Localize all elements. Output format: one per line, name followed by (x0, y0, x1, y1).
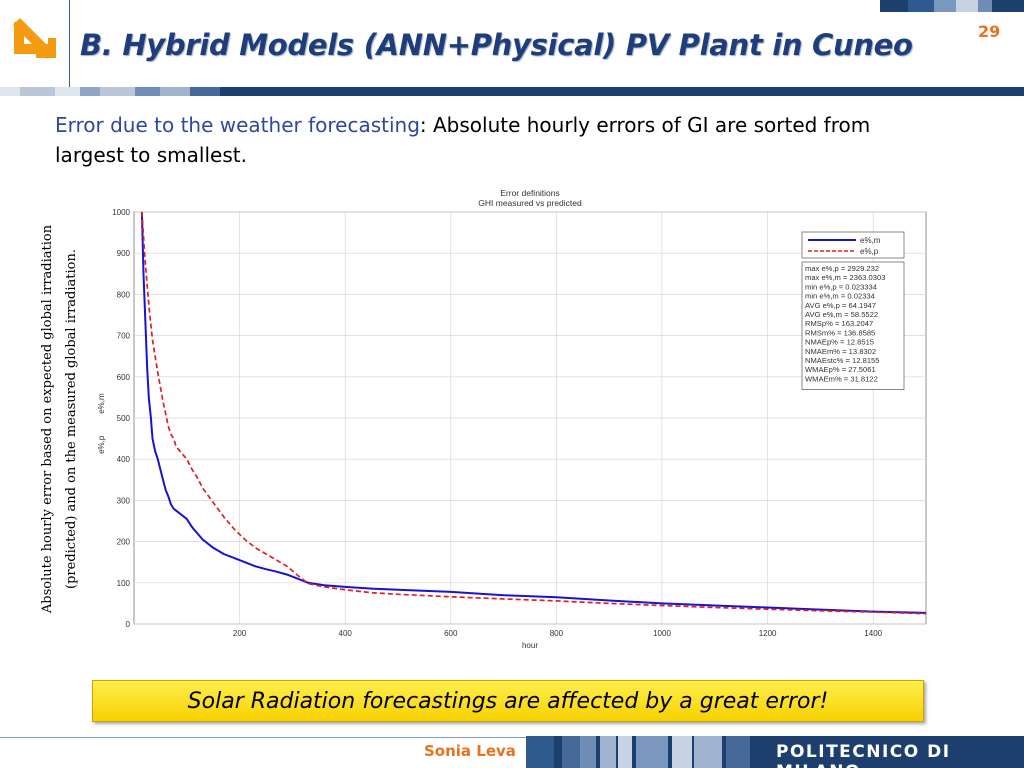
stats-line: max e%,m = 2363.0303 (805, 273, 885, 282)
chart-subtitle: GHI measured vs predicted (478, 198, 582, 208)
chart-title: Error definitions (500, 188, 560, 198)
x-tick-label: 1400 (864, 629, 882, 638)
university-name: POLITECNICO DI MILANO (776, 742, 951, 768)
x-tick-label: 600 (444, 629, 458, 638)
x-tick-label: 400 (339, 629, 353, 638)
footer-line (0, 737, 530, 738)
stats-line: RMSp% = 163.2047 (805, 319, 873, 328)
y-tick-label: 500 (117, 414, 131, 423)
page-number: 29 (978, 22, 1001, 41)
y-tick-label: 1000 (112, 208, 130, 217)
error-chart: 200 400 600 800 1000 1200 1400 0 100 200 300 400 500… (97, 188, 927, 650)
y-tick-label: 300 (117, 496, 131, 505)
x-tick-label: 1000 (653, 629, 671, 638)
y-tick-label: 100 (117, 579, 131, 588)
lead-paragraph: Error due to the weather forecasting: Ab… (55, 110, 935, 170)
y-tick-label: 900 (117, 249, 131, 258)
x-tick-label: 200 (233, 629, 247, 638)
stats-line: NMAEp% = 12.8515 (805, 338, 874, 347)
y-axis-label-m: e%,m (97, 393, 106, 414)
legend-label: e%,m (860, 236, 881, 245)
stats-line: NMAEstc% = 12.8155 (805, 356, 880, 365)
legend-box (801, 231, 905, 259)
stats-line: AVG e%,m = 58.5522 (805, 310, 878, 319)
stats-line: max e%,p = 2929.232 (805, 264, 879, 273)
stats-line: AVG e%,p = 64.1947 (805, 301, 876, 310)
x-tick-label: 1200 (759, 629, 777, 638)
stats-line: WMAEm% = 31.8122 (805, 374, 878, 383)
header-divider (69, 0, 70, 88)
x-axis-label: hour (522, 641, 538, 650)
stats-line: WMAEp% = 27.5061 (805, 365, 876, 374)
series-line-p (141, 211, 927, 615)
stats-line: min e%,p = 0.023334 (805, 282, 877, 291)
stats-box (801, 261, 905, 390)
y-tick-label: 800 (117, 290, 131, 299)
y-axis-label-p: e%,p (97, 435, 106, 454)
stats-line: RMSm% = 136.8585 (805, 328, 875, 337)
lead-highlight: Error due to the weather forecasting (55, 113, 420, 137)
x-tick-label: 800 (550, 629, 564, 638)
footer-band (526, 736, 1024, 768)
y-tick-label: 600 (117, 373, 131, 382)
y-tick-label: 700 (117, 332, 131, 341)
y-tick-label: 0 (126, 620, 131, 629)
stats-line: min e%,m = 0.02334 (805, 292, 875, 301)
y-tick-label: 400 (117, 455, 131, 464)
author-name: Sonia Leva (424, 742, 516, 760)
header-bar (0, 87, 1024, 96)
legend-label: e%,p (860, 247, 879, 256)
lead-text: : Absolute hourly errors of GI are sorte… (55, 113, 871, 167)
header-stripes (880, 0, 1024, 12)
stats-line: NMAEm% = 13.8302 (805, 347, 876, 356)
series-line-m (140, 211, 927, 614)
conclusion-banner: Solar Radiation forecastings are affecte… (92, 680, 924, 722)
logo-arrow-icon (0, 0, 69, 88)
y-tick-label: 200 (117, 538, 131, 547)
slide-title: B. Hybrid Models (ANN+Physical) PV Plant… (80, 28, 913, 62)
